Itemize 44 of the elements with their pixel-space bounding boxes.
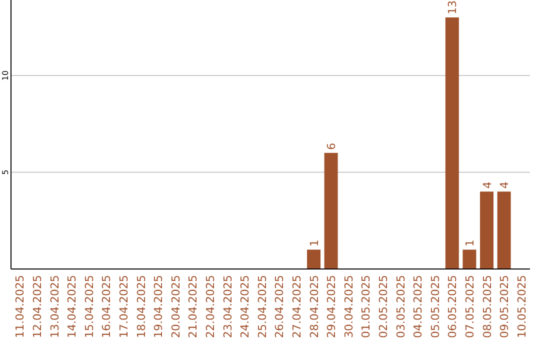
x-tick-label: 27.04.2025 (290, 275, 304, 338)
data-label: 1 (463, 240, 476, 247)
x-tick-label: 09.05.2025 (498, 275, 512, 338)
x-tick-label: 12.04.2025 (30, 275, 44, 338)
x-tick-label: 05.05.2025 (428, 275, 442, 338)
data-label: 4 (498, 182, 512, 189)
x-tick-label: 14.04.2025 (66, 275, 79, 338)
x-tick-label: 23.04.2025 (221, 275, 234, 338)
x-tick-label: 22.04.2025 (204, 275, 217, 338)
data-label: 4 (480, 182, 494, 189)
y-tick-label: 10 (1, 70, 10, 81)
x-tick-label: 21.04.2025 (186, 275, 200, 338)
x-tick-label: 06.05.2025 (446, 275, 460, 338)
bar (307, 250, 320, 269)
x-tick-label: 02.05.2025 (376, 275, 390, 338)
x-tick-label: 17.04.2025 (117, 275, 130, 338)
x-tick-label: 26.04.2025 (273, 275, 286, 338)
x-tick-label: 01.05.2025 (360, 275, 373, 338)
y-tick-label: 5 (1, 170, 10, 175)
bar (462, 250, 476, 269)
x-tick-label: 07.05.2025 (463, 275, 476, 338)
x-tick-label: 15.04.2025 (82, 275, 96, 338)
bar (445, 17, 459, 269)
x-tick-label: 08.05.2025 (480, 275, 494, 338)
x-tick-label: 03.05.2025 (394, 275, 408, 338)
data-label: 13 (446, 0, 460, 14)
x-tick-label: 04.05.2025 (412, 275, 425, 338)
data-label: 1 (308, 240, 321, 247)
data-label: 6 (325, 142, 338, 150)
bar (480, 192, 494, 269)
bar (324, 152, 338, 269)
x-tick-label: 11.04.2025 (14, 275, 27, 338)
x-tick-label: 19.04.2025 (152, 275, 166, 338)
x-tick-label: 29.04.2025 (325, 275, 338, 338)
x-tick-label: 28.04.2025 (308, 275, 321, 338)
x-tick-label: 25.04.2025 (256, 275, 269, 338)
x-tick-label: 13.04.2025 (48, 275, 62, 338)
x-tick-label: 16.04.2025 (100, 275, 114, 338)
x-tick-label: 24.04.2025 (238, 275, 252, 338)
x-tick-label: 18.04.2025 (134, 275, 148, 338)
x-tick-label: 10.05.2025 (515, 275, 528, 338)
x-tick-label: 20.04.2025 (169, 275, 182, 338)
bar (497, 192, 511, 269)
x-tick-label: 30.04.2025 (342, 275, 356, 338)
